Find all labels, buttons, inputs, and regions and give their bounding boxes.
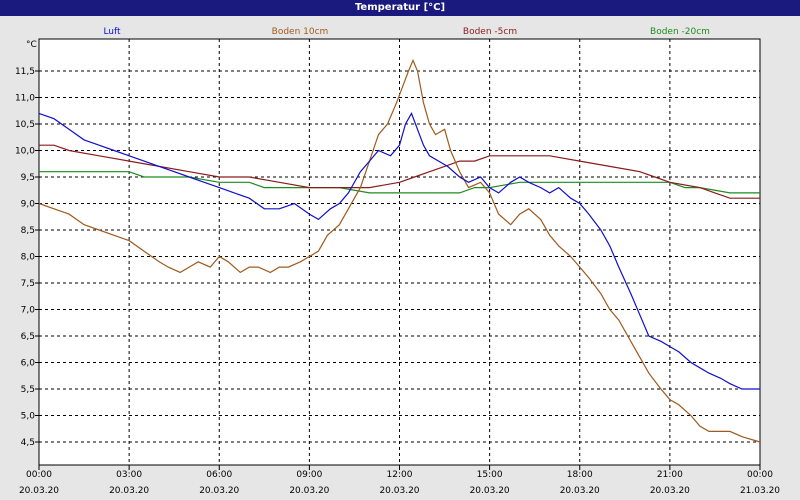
y-tick-label: 6,0 (21, 359, 36, 369)
temperature-chart: °C 11,5 11,0 10,5 10,0 9,5 9,0 8,5 8,0 7,5 7,0 6,5 6… (15, 27, 780, 496)
series-line-boden-20cm (39, 171, 760, 194)
x-tick-time: 18:00 (567, 470, 593, 480)
y-tick-label: 5,0 (21, 412, 36, 422)
x-tick-date: 20.03.20 (19, 486, 59, 496)
chart-title: Temperatur [°C] (0, 0, 800, 16)
x-tick-time: 09:00 (296, 470, 322, 480)
y-tick-label: 11,0 (15, 94, 35, 104)
y-tick-label: 5,5 (21, 385, 35, 395)
legend-entry: Luft (103, 27, 121, 37)
legend-entry: Boden -20cm (650, 27, 710, 37)
x-tick-time: 03:00 (116, 470, 142, 480)
x-tick-date: 20.03.20 (650, 486, 690, 496)
x-tick-time: 15:00 (477, 470, 503, 480)
x-tick-date: 20.03.20 (560, 486, 600, 496)
x-tick-date: 20.03.20 (470, 486, 510, 496)
x-tick-date: 20.03.20 (379, 486, 419, 496)
legend-entry: Boden 10cm (272, 27, 329, 37)
y-tick-label: 8,0 (21, 253, 36, 263)
x-tick-date: 20.03.20 (109, 486, 149, 496)
y-tick-label: 6,5 (21, 332, 35, 342)
legend-entry: Boden -5cm (463, 27, 517, 37)
y-tick-label: 10,5 (15, 120, 35, 130)
x-tick-time: 12:00 (387, 470, 413, 480)
y-tick-label: 7,5 (21, 279, 35, 289)
y-tick-label: 11,5 (15, 67, 35, 77)
series-line-luft (38, 111, 760, 390)
series-line-boden-10cm (38, 58, 761, 443)
x-tick-time: 00:00 (26, 470, 52, 480)
y-tick-label: 10,0 (15, 147, 35, 157)
y-tick-label: 4,5 (21, 438, 35, 448)
x-tick-time: 06:00 (206, 470, 232, 480)
x-tick-date: 20.03.20 (199, 486, 239, 496)
x-tick-time: 00:00 (747, 470, 773, 480)
y-tick-label: 8,5 (21, 226, 35, 236)
y-axis-unit: °C (26, 40, 37, 50)
x-tick-date: 20.03.20 (289, 486, 329, 496)
y-tick-label: 9,0 (21, 200, 36, 210)
x-tick-time: 21:00 (657, 470, 683, 480)
y-tick-label: 7,0 (21, 306, 36, 316)
x-tick-date: 21.03.20 (740, 486, 780, 496)
y-tick-label: 9,5 (21, 173, 35, 183)
